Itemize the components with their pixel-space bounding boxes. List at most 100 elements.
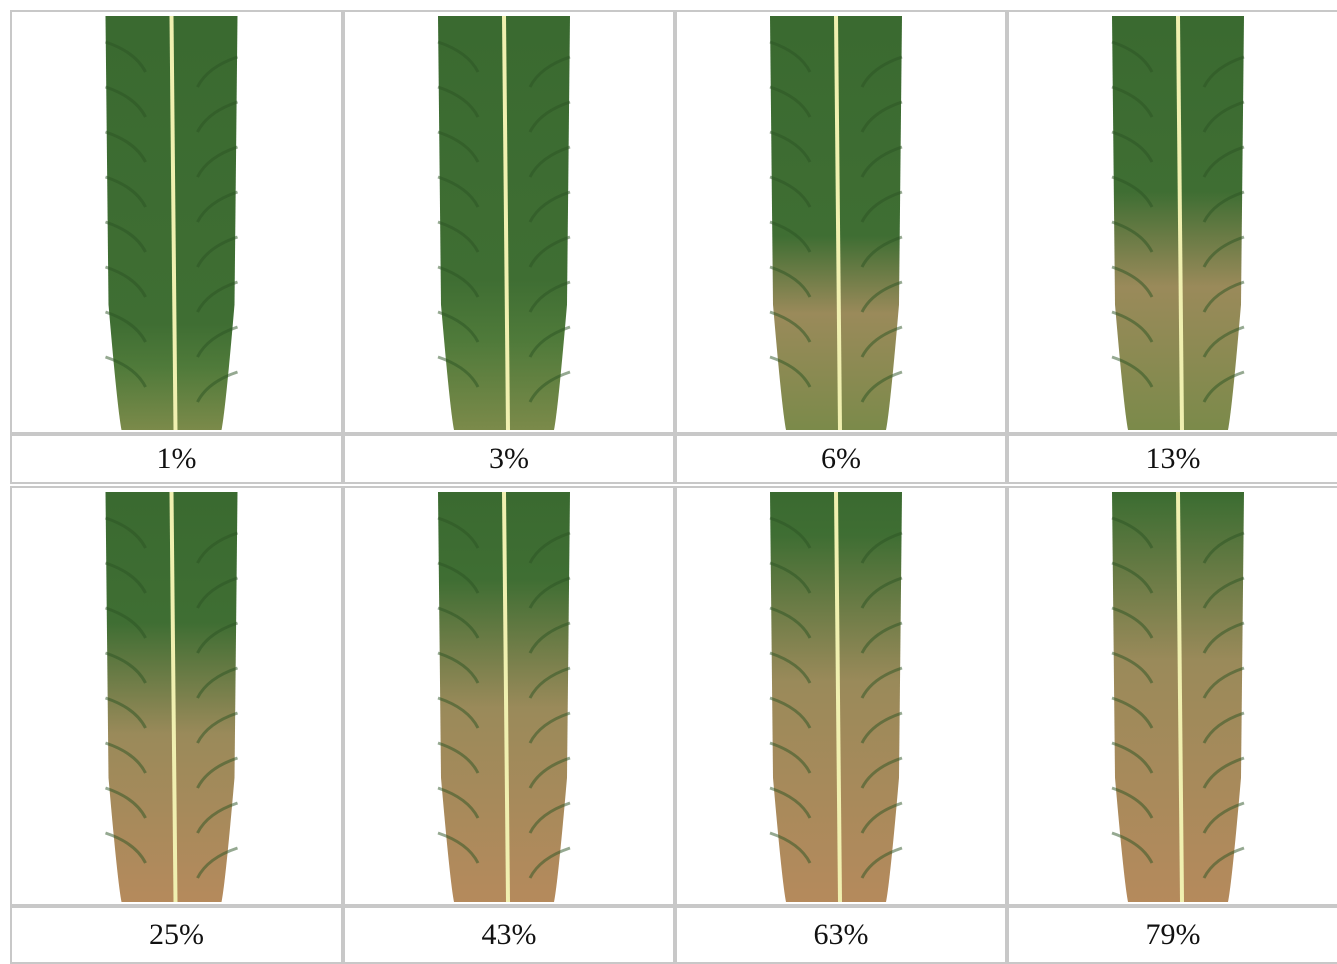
leaf-fold bbox=[1111, 130, 1154, 163]
leaf-image bbox=[769, 491, 903, 903]
leaf-fold bbox=[769, 265, 812, 298]
leaf-fold bbox=[1202, 280, 1245, 313]
leaf-fold bbox=[1111, 265, 1154, 298]
leaf-fold bbox=[860, 235, 903, 268]
leaf-fold bbox=[769, 130, 812, 163]
leaf-fold bbox=[196, 235, 238, 268]
leaf-fold bbox=[196, 145, 238, 178]
leaf-fold bbox=[1111, 355, 1154, 388]
leaf-fold bbox=[528, 325, 571, 358]
leaf-fold bbox=[1111, 561, 1154, 594]
leaf-fold bbox=[769, 175, 812, 208]
leaf-fold bbox=[528, 145, 571, 178]
leaf-fold bbox=[860, 756, 903, 789]
leaf-fold bbox=[1111, 175, 1154, 208]
leaf-fold bbox=[528, 621, 571, 654]
leaf-fold bbox=[1202, 325, 1245, 358]
leaf-fold bbox=[769, 516, 812, 549]
leaf-fold bbox=[437, 831, 480, 864]
severity-label: 79% bbox=[1007, 906, 1337, 964]
leaf-fold bbox=[196, 531, 238, 564]
leaf-fold bbox=[437, 741, 480, 774]
severity-label: 1% bbox=[10, 434, 343, 484]
leaf-fold bbox=[105, 355, 147, 388]
leaf-fold bbox=[1111, 831, 1154, 864]
leaf-fold bbox=[1111, 696, 1154, 729]
leaf-fold bbox=[1202, 576, 1245, 609]
leaf-fold bbox=[769, 220, 812, 253]
severity-label: 6% bbox=[675, 434, 1007, 484]
image-cell bbox=[1007, 486, 1337, 906]
leaf-fold bbox=[1202, 846, 1245, 879]
midrib bbox=[834, 491, 842, 903]
leaf-fold bbox=[769, 355, 812, 388]
leaf-fold bbox=[860, 576, 903, 609]
midrib bbox=[1176, 491, 1184, 903]
severity-label: 25% bbox=[10, 906, 343, 964]
leaf-fold bbox=[437, 265, 480, 298]
leaf-fold bbox=[437, 85, 480, 118]
leaf-fold bbox=[196, 325, 238, 358]
leaf-fold bbox=[1111, 516, 1154, 549]
leaf-fold bbox=[437, 130, 480, 163]
leaf-fold bbox=[196, 100, 238, 133]
image-cell bbox=[10, 486, 343, 906]
leaf-fold bbox=[1202, 235, 1245, 268]
leaf-fold bbox=[437, 786, 480, 819]
leaf-fold bbox=[437, 516, 480, 549]
leaf-image bbox=[105, 15, 238, 431]
leaf-fold bbox=[437, 696, 480, 729]
image-cell bbox=[675, 486, 1007, 906]
leaf-fold bbox=[196, 666, 238, 699]
leaf-fold bbox=[860, 370, 903, 403]
leaf-fold bbox=[196, 801, 238, 834]
midrib bbox=[169, 15, 178, 431]
leaf-fold bbox=[1202, 756, 1245, 789]
leaf-fold bbox=[105, 831, 147, 864]
severity-label: 3% bbox=[343, 434, 675, 484]
leaf-fold bbox=[860, 531, 903, 564]
leaf-fold bbox=[860, 100, 903, 133]
leaf-fold bbox=[769, 561, 812, 594]
leaf-fold bbox=[1111, 85, 1154, 118]
leaf-fold bbox=[860, 711, 903, 744]
leaf-fold bbox=[1202, 145, 1245, 178]
leaf-fold bbox=[1111, 651, 1154, 684]
leaf-fold bbox=[1111, 786, 1154, 819]
leaf-fold bbox=[105, 130, 147, 163]
leaf-fold bbox=[528, 235, 571, 268]
leaf-fold bbox=[105, 310, 147, 343]
leaf-fold bbox=[769, 696, 812, 729]
midrib bbox=[502, 15, 510, 431]
image-cell bbox=[10, 10, 343, 434]
leaf-fold bbox=[105, 265, 147, 298]
leaf-fold bbox=[1202, 621, 1245, 654]
leaf-image bbox=[437, 15, 571, 431]
leaf-fold bbox=[196, 55, 238, 88]
leaf-fold bbox=[1202, 711, 1245, 744]
leaf-fold bbox=[196, 711, 238, 744]
severity-label: 63% bbox=[675, 906, 1007, 964]
leaf-fold bbox=[528, 711, 571, 744]
leaf-fold bbox=[437, 40, 480, 73]
leaf-fold bbox=[860, 666, 903, 699]
leaf-fold bbox=[196, 621, 238, 654]
leaf-fold bbox=[769, 786, 812, 819]
leaf-fold bbox=[105, 741, 147, 774]
leaf-fold bbox=[196, 370, 238, 403]
leaf-fold bbox=[1202, 55, 1245, 88]
leaf-fold bbox=[528, 666, 571, 699]
leaf-fold bbox=[196, 756, 238, 789]
leaf-fold bbox=[860, 621, 903, 654]
leaf-fold bbox=[769, 741, 812, 774]
leaf-fold bbox=[196, 280, 238, 313]
leaf-fold bbox=[769, 606, 812, 639]
leaf-fold bbox=[105, 220, 147, 253]
leaf-fold bbox=[105, 651, 147, 684]
leaf-image bbox=[1111, 491, 1245, 903]
leaf-fold bbox=[860, 325, 903, 358]
leaf-fold bbox=[1111, 606, 1154, 639]
leaf-fold bbox=[1202, 666, 1245, 699]
leaf-image bbox=[769, 15, 903, 431]
leaf-fold bbox=[1111, 741, 1154, 774]
